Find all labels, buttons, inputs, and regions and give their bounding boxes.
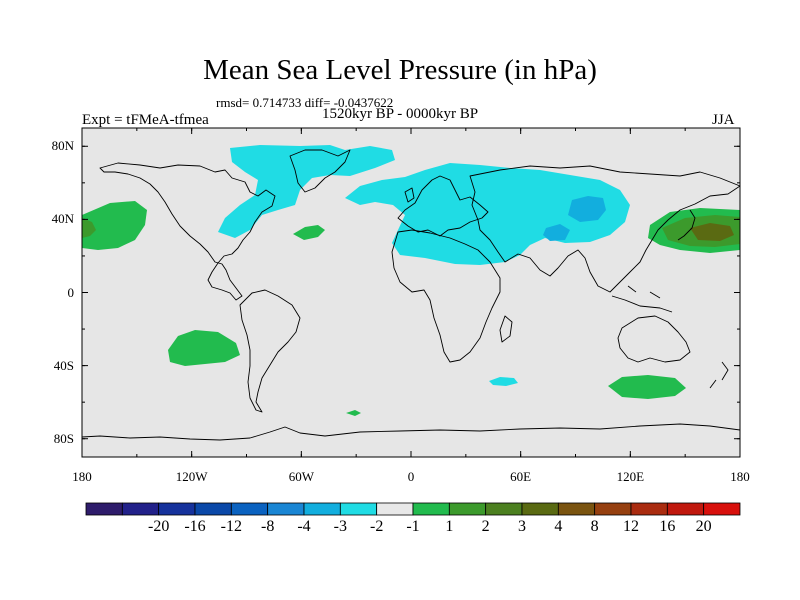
colorbar-label: 16 [659,518,676,535]
colorbar [85,502,741,516]
colorbar-swatch [158,502,196,516]
anomaly-central-asia-negative [568,196,606,222]
colorbar-swatch [630,502,668,516]
x-tick-label: 180 [730,469,750,484]
africa-coast [391,229,501,363]
south-america-coast [239,289,301,413]
asia-coast [469,165,741,293]
y-tick-label: 80S [53,430,74,446]
japan-coast [677,209,696,241]
colorbar-swatch [85,502,123,516]
x-tick-label: 60W [288,469,314,484]
anomaly-layer [82,145,740,416]
anomaly-north-atlantic-positive [293,225,325,240]
anomaly-southern-ocean-negative [489,377,518,386]
x-tick-label: 0 [407,469,415,484]
x-tick-label: 180 [72,469,92,484]
colorbar-label: 12 [623,518,639,535]
x-tick-label: 120W [175,469,208,484]
anomaly-south-atlantic-positive [346,410,361,416]
colorbar-label: -3 [333,518,347,535]
indonesia-coast [611,285,673,313]
season-label: JJA [712,112,735,128]
colorbar-label: 2 [481,518,490,535]
colorbar-label: 20 [695,518,712,535]
time-period-subtitle: 1520kyr BP - 0000kyr BP [321,106,479,122]
north-america-coast [99,162,276,301]
y-tick-label: 0 [67,284,75,300]
colorbar-label: -20 [147,518,170,535]
colorbar-label: 1 [445,518,454,535]
colorbar-swatch [521,502,559,516]
colorbar-swatch [194,502,232,516]
anomaly-arctic-canada-negative [218,145,395,238]
y-tick-label: 40N [51,211,74,227]
experiment-label: Expt = tFMeA-tfmea [82,112,209,128]
anomaly-north-pacific-west-max [690,223,734,241]
colorbar-swatch [594,502,632,516]
colorbar-label: -2 [369,518,384,535]
antarctica-coast [81,423,741,441]
colorbar-swatch [448,502,487,516]
colorbar-label: -4 [297,518,311,535]
anomaly-south-indian-positive [608,375,686,399]
europe-coast [397,175,489,237]
colorbar-label: -1 [406,518,420,535]
colorbar-swatch [303,502,341,516]
colorbar-swatch [557,502,596,516]
colorbar-swatch [121,502,160,516]
colorbar-swatch [339,502,378,516]
colorbar-swatch [267,502,305,516]
colorbar-label: -12 [220,518,242,535]
anomaly-central-asia-negative-2 [543,224,570,241]
anomaly-north-pacific-east-positive [82,201,147,250]
colorbar-swatch [703,502,741,516]
colorbar-swatch [230,502,269,516]
britain-coast [404,187,415,203]
colorbar-label: -16 [184,518,206,535]
coastlines [81,149,741,441]
x-tick-label: 120E [616,469,645,484]
australia-coast [617,315,691,363]
colorbar-swatch [666,502,705,516]
x-tick-label: 60E [510,469,532,484]
anomaly-north-pacific-east-core [82,218,96,238]
colorbar-label: 3 [518,518,526,535]
chart-title: Mean Sea Level Pressure (in hPa) [203,54,597,86]
colorbar-label: 4 [554,518,563,535]
colorbar-label: -8 [260,518,275,535]
madagascar-coast [499,315,513,343]
axis-ticks [81,128,741,457]
new-zealand-coast [709,361,729,389]
anomaly-south-pacific-positive [168,330,240,366]
y-tick-label: 80N [51,138,74,154]
y-tick-label: 40S [53,357,74,373]
greenland-coast [289,149,351,193]
colorbar-swatch [376,502,414,516]
colorbar-swatch [485,502,523,516]
colorbar-label: 8 [590,518,599,535]
colorbar-swatch [412,502,450,516]
rmsd-diff-stats: rmsd= 0.714733 diff= -0.0437622 [216,95,394,110]
